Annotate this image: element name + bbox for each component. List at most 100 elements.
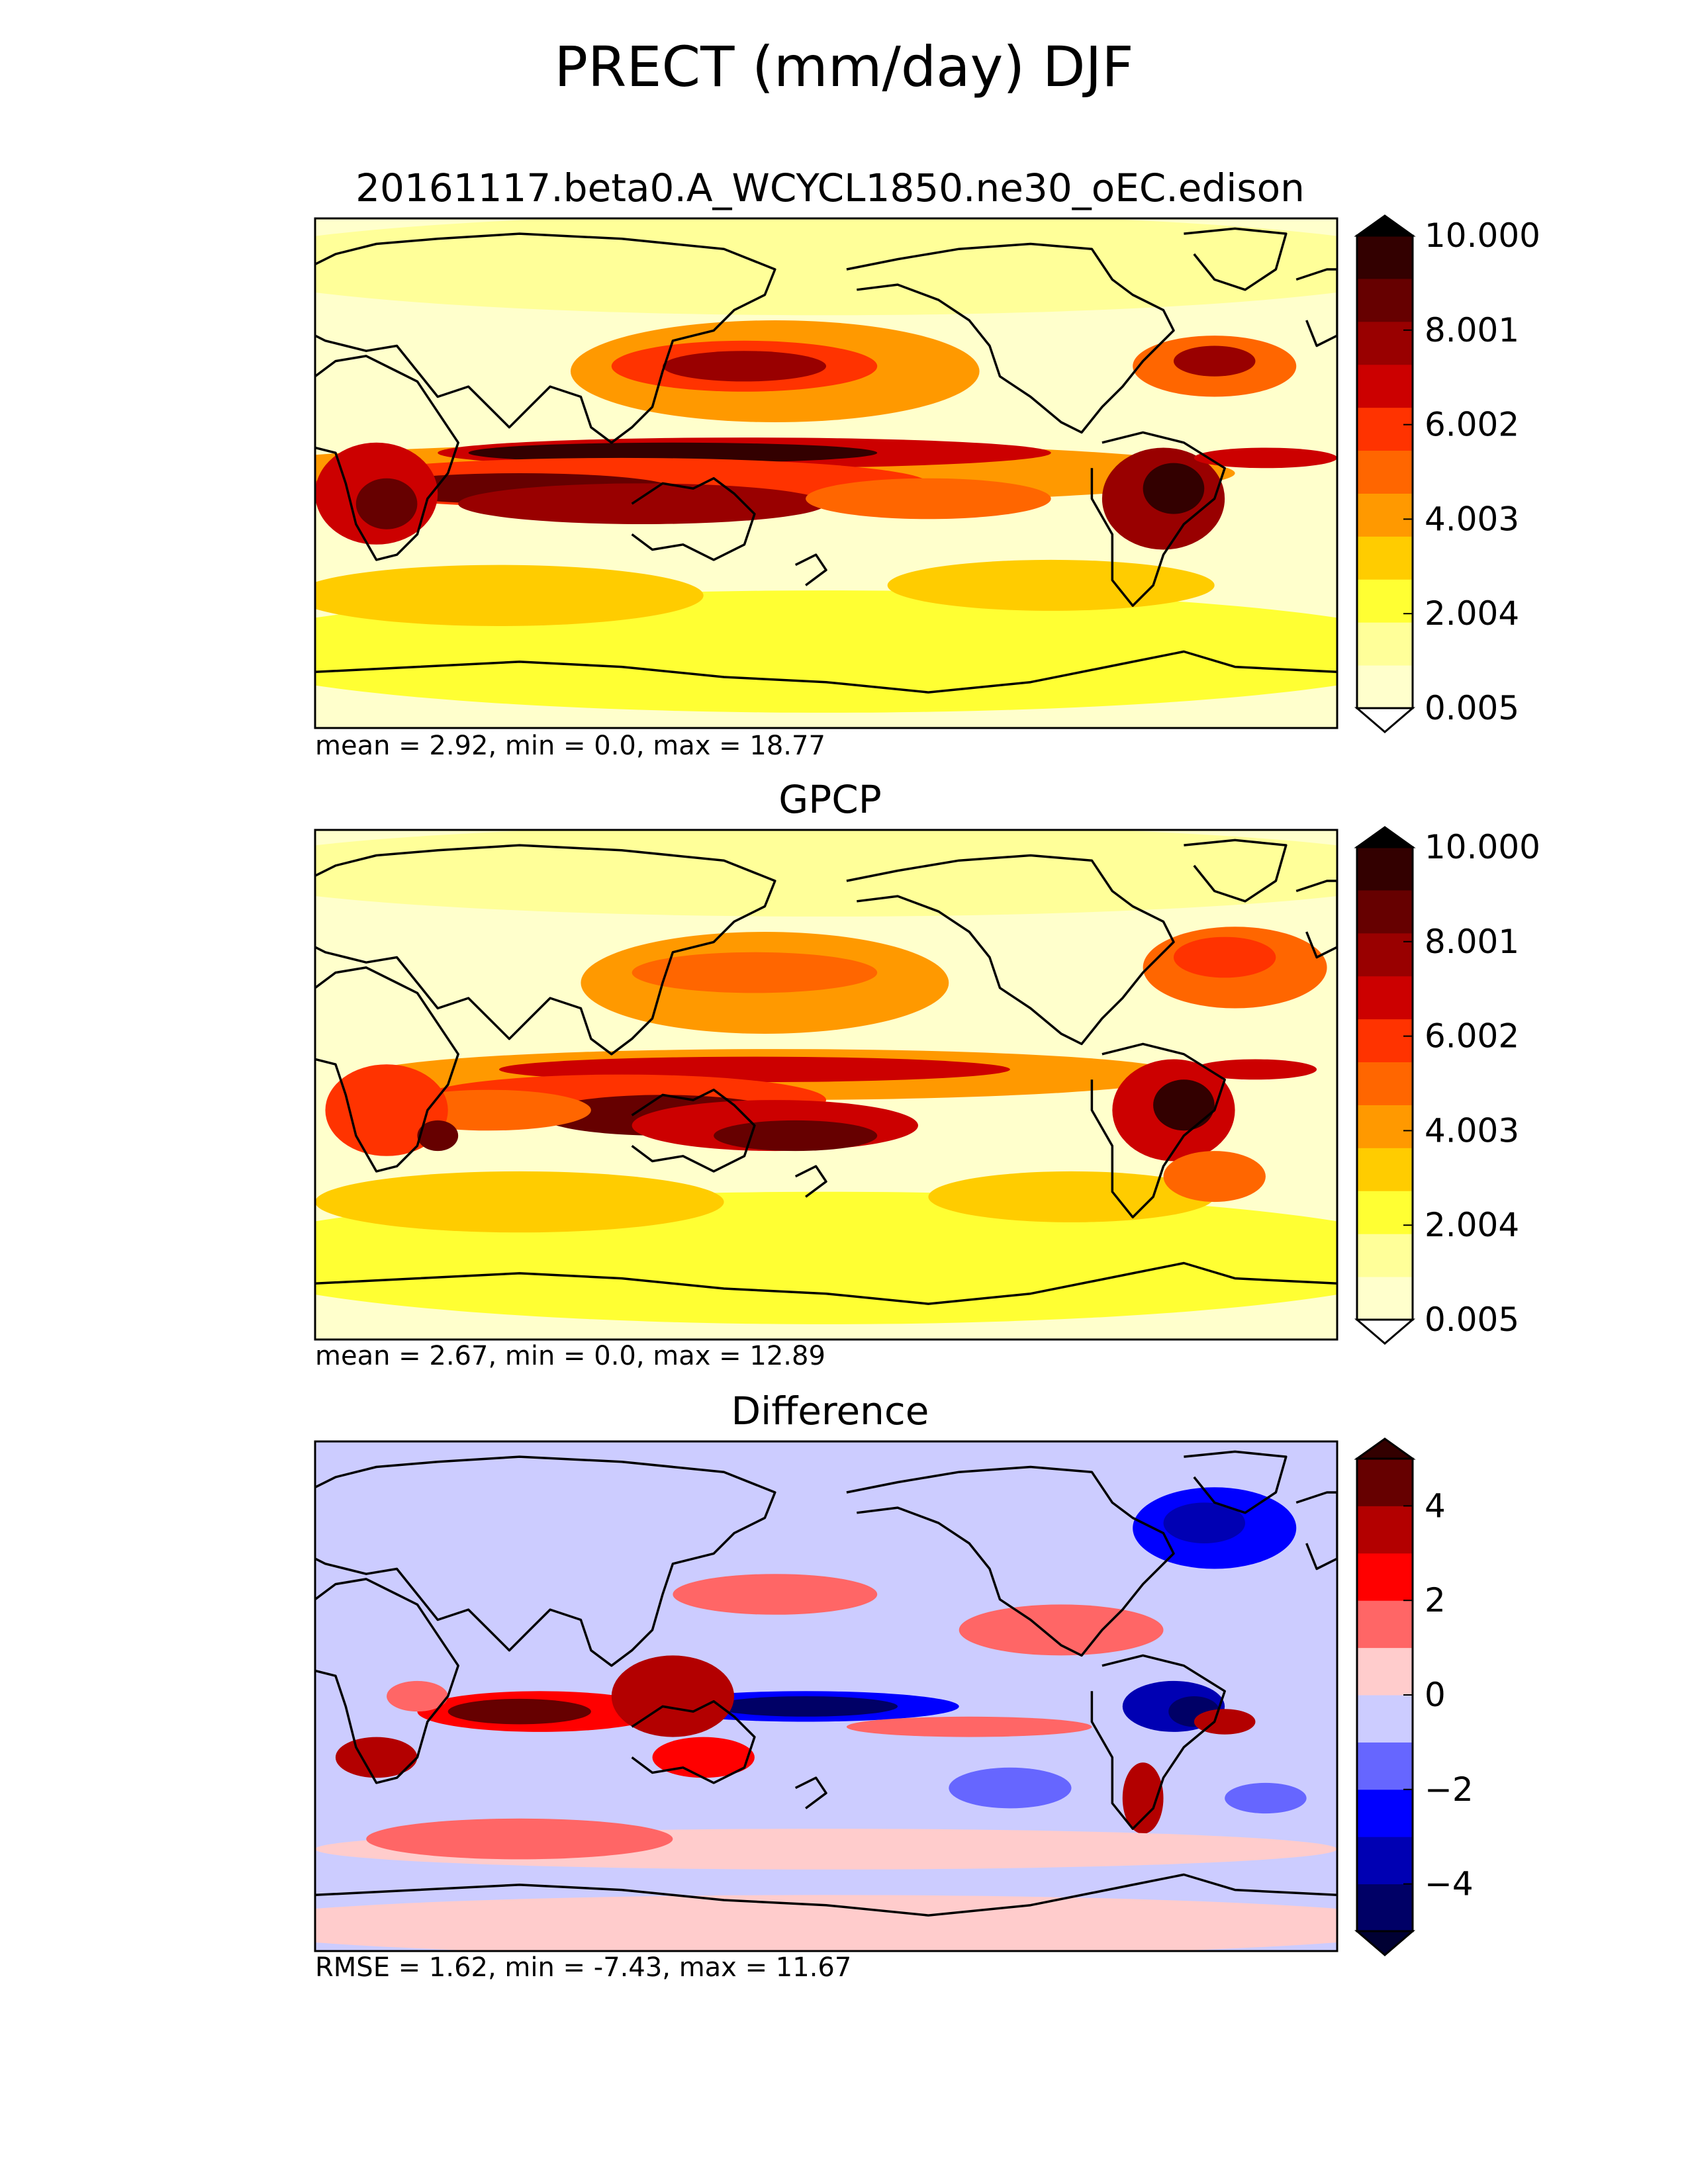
colorbar-tick-label: 6.002 [1425, 1017, 1519, 1056]
colorbar-segment-8 [1357, 933, 1413, 977]
colorbar-segment-6 [1357, 1600, 1413, 1649]
map-panel-3 [314, 1440, 1338, 1952]
coastline-0 [315, 232, 776, 444]
colorbar-tick-label: 8.001 [1425, 923, 1519, 961]
colorbar-segment-5 [1357, 1062, 1413, 1105]
colorbar-tick-label: 10.000 [1425, 828, 1540, 866]
field-contour-15 [335, 1737, 418, 1778]
coastline-8 [794, 1776, 827, 1809]
colorbar-tick-label: 4 [1425, 1486, 1446, 1525]
colorbar-segment-3 [1357, 1148, 1413, 1191]
coastline-3 [846, 854, 1175, 1046]
colorbar-segment-10 [1357, 236, 1413, 279]
colorbar-tick-label: 2 [1425, 1581, 1446, 1619]
colorbar-segment-9 [1357, 1459, 1413, 1506]
coastline-0 [315, 1455, 776, 1667]
colorbar-segment-8 [1357, 1506, 1413, 1554]
field-contour-2 [315, 1171, 724, 1233]
colorbar-tick-label: 4.003 [1425, 1111, 1519, 1150]
colorbar-segment-0 [1357, 1884, 1413, 1932]
coastline-8 [794, 1165, 827, 1198]
colorbar-tick-label: 2.004 [1425, 594, 1519, 633]
colorbar-tick-label: 0.005 [1425, 689, 1519, 727]
field-contour-11 [468, 442, 878, 463]
coastline-6 [315, 1873, 1337, 1917]
colorbar-segment-4 [1357, 493, 1413, 537]
panel-3-stats: RMSE = 1.62, min = -7.43, max = 11.67 [315, 1952, 852, 1983]
colorbar-tick-label: 4.003 [1425, 500, 1519, 538]
colorbar-segment-5 [1357, 1647, 1413, 1696]
colorbar-frame [1356, 234, 1414, 709]
field-contour-2 [315, 565, 704, 626]
colorbar-extend-max [1354, 826, 1416, 848]
coastline-4 [1184, 839, 1288, 903]
colorbar-extend-max [1354, 214, 1416, 237]
figure-title: PRECT (mm/day) DJF [554, 34, 1134, 99]
colorbar-tick-label: −2 [1425, 1770, 1474, 1809]
coastline-6 [315, 1261, 1337, 1305]
field-contour-5 [1163, 1502, 1246, 1543]
panel-2-title: GPCP [778, 777, 882, 822]
colorbar-segment-6 [1357, 407, 1413, 451]
map-frame [314, 829, 1338, 1341]
coastline-4 [1184, 1450, 1288, 1514]
coastline-5 [1090, 1654, 1226, 1830]
field-contour-5 [632, 952, 878, 993]
colorbar-tick-label: 8.001 [1425, 311, 1519, 349]
field-contour-18 [1153, 1079, 1215, 1131]
coastline-0 [315, 844, 776, 1056]
coastline-1 [315, 966, 459, 1173]
field-contour-21 [949, 1767, 1072, 1809]
field-contour-19 [1194, 1059, 1317, 1080]
precip-field-2 [315, 830, 1337, 1340]
field-contour-19 [1194, 447, 1337, 469]
colorbar-segment-0 [1357, 665, 1413, 709]
colorbar-2: 10.000 8.001 6.002 4.003 2.004 0.005 [1354, 826, 1540, 1345]
colorbar-segment-9 [1357, 278, 1413, 322]
coastline-7 [1295, 268, 1337, 347]
map-frame [314, 217, 1338, 729]
field-contour-8 [1173, 345, 1256, 377]
colorbar-segment-2 [1357, 1191, 1413, 1234]
coastline-3 [846, 1465, 1175, 1657]
field-contour-20 [1163, 1151, 1266, 1203]
coastline-5 [1090, 431, 1226, 607]
colorbar-extend-min [1354, 707, 1416, 733]
coastline-2 [631, 1700, 756, 1784]
field-contour-13 [611, 1655, 735, 1737]
colorbar-3: 4 2 0 −2 −4 [1354, 1437, 1474, 1956]
colorbar-segment-6 [1357, 1019, 1413, 1063]
field-contour-22 [1225, 1782, 1307, 1814]
field-contour-16 [417, 1120, 459, 1152]
colorbar-tick-label: −4 [1425, 1865, 1474, 1903]
colorbar-tick-label: 0 [1425, 1676, 1446, 1714]
coastline-6 [315, 650, 1337, 694]
map-frame [314, 1440, 1338, 1952]
field-contour-20 [806, 478, 1051, 520]
colorbar-segment-1 [1357, 622, 1413, 666]
colorbar-segment-5 [1357, 450, 1413, 494]
field-contour-3 [887, 559, 1215, 611]
coastline-8 [794, 553, 827, 586]
field-contour-7 [1173, 936, 1276, 978]
colorbar-segment-7 [1357, 364, 1413, 408]
coastline-1 [315, 355, 459, 561]
field-contour-1 [315, 218, 1337, 316]
field-contour-19 [1194, 1709, 1256, 1735]
field-contour-13 [714, 1120, 878, 1152]
coastline-4 [1184, 227, 1288, 291]
field-contour-10 [846, 1716, 1092, 1737]
colorbar-segment-4 [1357, 1105, 1413, 1148]
precip-field-3 [315, 1441, 1337, 1951]
colorbar-segment-3 [1357, 1742, 1413, 1790]
colorbar-extend-min [1354, 1318, 1416, 1345]
colorbar-segment-7 [1357, 976, 1413, 1020]
colorbar-segment-7 [1357, 1553, 1413, 1601]
colorbar-1: 10.000 8.001 6.002 4.003 2.004 0.005 [1354, 214, 1540, 733]
field-contour-20 [1122, 1762, 1164, 1834]
panel-1-stats: mean = 2.92, min = 0.0, max = 18.77 [315, 731, 825, 761]
colorbar-tick-label: 10.000 [1425, 216, 1540, 255]
field-contour-12 [447, 1698, 591, 1725]
colorbar-segment-10 [1357, 847, 1413, 891]
map-panel-2 [314, 829, 1338, 1341]
